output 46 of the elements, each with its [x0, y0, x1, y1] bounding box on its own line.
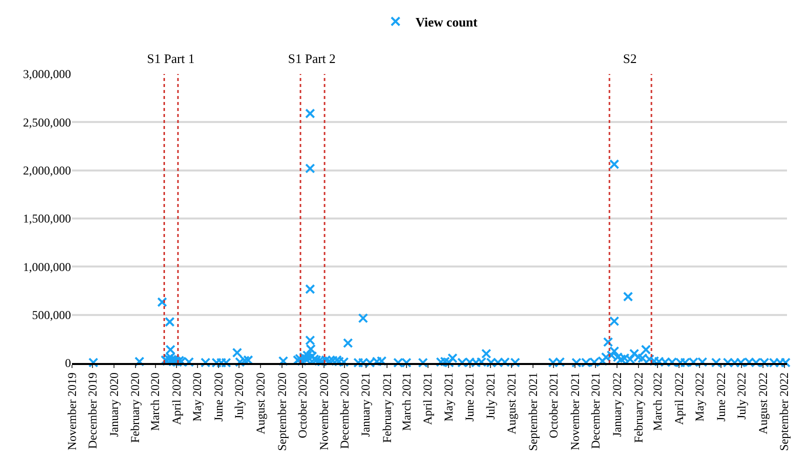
x-tick-label: August 2020: [253, 372, 268, 434]
x-tick-label: March 2022: [650, 372, 665, 431]
x-tick-label: January 2021: [358, 372, 373, 437]
x-tick-label: March 2020: [148, 372, 162, 431]
y-tick-label: 1,500,000: [23, 212, 71, 226]
x-tick-label: January 2020: [106, 372, 121, 437]
x-tick-label: December 2021: [588, 372, 603, 449]
x-tick-label: June 2021: [462, 372, 477, 422]
x-tick-label: December 2020: [337, 372, 352, 449]
x-tick-label: February 2020: [128, 372, 142, 443]
x-tick-label: January 2022: [610, 372, 624, 437]
y-tick-label: 500,000: [32, 308, 71, 322]
x-tick-label: July 2020: [232, 372, 246, 420]
ref-line-label: S1 Part 2: [288, 51, 336, 66]
x-tick-label: October 2021: [546, 372, 561, 438]
x-tick-label: September 2021: [526, 372, 540, 451]
y-tick-label: 2,500,000: [23, 115, 71, 130]
x-tick-label: May 2022: [692, 372, 706, 422]
x-tick-label: June 2020: [211, 372, 226, 422]
y-tick-label: 0: [65, 356, 71, 370]
y-tick-label: 1,000,000: [23, 260, 71, 274]
y-tick-label: 3,000,000: [23, 67, 71, 82]
x-tick-label: April 2021: [420, 372, 435, 425]
x-tick-label: July 2021: [483, 372, 498, 420]
x-tick-label: May 2020: [190, 372, 204, 422]
ref-line-label: S2: [623, 51, 637, 66]
x-tick-label: November 2019: [64, 372, 79, 450]
ref-line-label: S1 Part 1: [147, 51, 195, 66]
x-tick-label: March 2021: [399, 372, 414, 431]
x-tick-label: June 2022: [714, 372, 728, 422]
x-tick-label: October 2020: [295, 372, 310, 438]
x-tick-label: April 2022: [672, 372, 686, 425]
x-tick-label: September 2022: [777, 372, 792, 451]
x-tick-label: December 2019: [86, 372, 100, 449]
x-tick-label: August 2022: [756, 372, 770, 434]
x-tick-label: July 2022: [734, 372, 748, 420]
y-tick-label: 2,000,000: [23, 164, 71, 178]
x-tick-label: April 2020: [170, 372, 184, 425]
x-tick-label: November 2020: [316, 372, 331, 450]
x-tick-label: May 2021: [441, 372, 456, 422]
legend-label: View count: [416, 14, 478, 30]
x-tick-label: August 2021: [504, 372, 519, 434]
x-tick-label: February 2021: [380, 372, 394, 443]
x-tick-label: February 2022: [631, 372, 646, 443]
x-tick-label: November 2021: [568, 372, 582, 450]
x-tick-label: September 2020: [274, 372, 289, 451]
